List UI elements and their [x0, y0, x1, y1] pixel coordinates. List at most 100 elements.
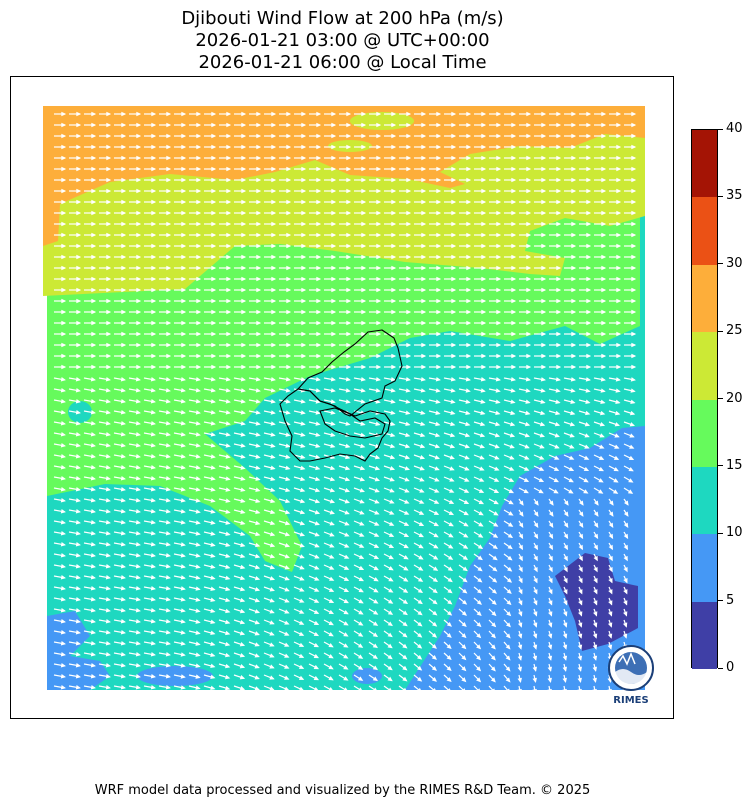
wind-arrow-head	[331, 133, 337, 139]
wind-arrow-head	[151, 254, 157, 260]
wind-arrow-head	[491, 622, 497, 628]
wind-arrow-head	[331, 309, 337, 315]
wind-arrow-head	[346, 309, 352, 315]
wind-arrow-head	[196, 210, 202, 216]
wind-arrow-head	[105, 410, 111, 415]
wind-arrow-head	[300, 443, 306, 448]
wind-arrow-head	[391, 265, 397, 271]
wind-arrow-head	[121, 133, 127, 139]
wind-arrow-head	[571, 320, 577, 326]
wind-arrow-head	[361, 188, 367, 194]
wind-arrow-head	[165, 377, 171, 382]
wind-arrow-head	[556, 342, 562, 348]
wind-arrow-head	[476, 644, 482, 650]
wind-arrow-head	[586, 177, 592, 183]
wind-arrow-head	[165, 575, 171, 580]
wind-arrow-head	[479, 477, 485, 482]
wind-arrow-head	[476, 622, 482, 628]
wind-arrow-head	[421, 133, 427, 139]
wind-arrow-head	[271, 243, 277, 249]
wind-arrow-head	[328, 632, 334, 637]
wind-arrow-head	[314, 532, 320, 537]
wind-arrow-head	[76, 210, 82, 216]
wind-arrow-head	[76, 111, 82, 117]
wind-arrow-head	[270, 476, 276, 482]
wind-arrow-head	[376, 122, 382, 128]
wind-arrow-head	[226, 144, 232, 150]
wind-arrow-head	[359, 488, 365, 493]
wind-arrow-head	[361, 342, 367, 348]
wind-arrow-head	[389, 488, 395, 493]
wind-arrow-head	[60, 674, 66, 679]
wind-arrow-head	[284, 576, 290, 581]
wind-arrow-head	[451, 331, 457, 337]
wind-arrow-head	[631, 232, 637, 238]
wind-arrow-head	[361, 243, 367, 249]
wind-arrow-head	[418, 544, 424, 549]
wind-arrow-head	[271, 155, 277, 161]
wind-arrow-head	[241, 265, 247, 271]
wind-arrow-head	[299, 543, 305, 548]
wind-arrow-head	[270, 399, 276, 404]
wind-arrow-head	[601, 353, 607, 359]
wind-arrow-head	[60, 410, 66, 415]
wind-arrow-head	[623, 589, 628, 595]
wind-arrow-head	[286, 364, 292, 370]
wind-arrow-head	[255, 542, 261, 548]
wind-arrow-head	[548, 600, 553, 606]
wind-arrow-head	[406, 122, 412, 128]
wind-arrow-head	[526, 265, 532, 271]
wind-arrow-head	[316, 188, 322, 194]
wind-arrow-head	[421, 342, 427, 348]
wind-arrow-head	[196, 111, 202, 117]
wind-arrow-head	[211, 133, 217, 139]
wind-arrow-head	[211, 199, 217, 205]
wind-arrow-head	[181, 320, 187, 326]
wind-arrow-head	[418, 510, 425, 515]
wind-arrow-head	[622, 633, 628, 639]
wind-arrow-head	[541, 309, 547, 315]
wind-arrow-head	[511, 298, 517, 304]
wind-arrow-head	[315, 421, 321, 426]
wind-arrow-head	[577, 622, 583, 628]
wind-arrow-head	[136, 265, 142, 271]
wind-arrow-head	[616, 111, 622, 117]
wind-arrow-head	[61, 221, 67, 227]
wind-arrow-head	[151, 199, 157, 205]
wind-arrow-head	[345, 377, 351, 382]
wind-arrow-head	[75, 509, 81, 514]
wind-arrow-head	[135, 421, 141, 426]
wind-arrow-head	[466, 320, 472, 326]
wind-arrow-head	[346, 210, 352, 216]
wind-arrow-head	[299, 565, 305, 570]
wind-arrow-head	[571, 133, 577, 139]
wind-arrow-head	[61, 111, 67, 117]
wind-arrow-head	[256, 177, 262, 183]
wind-arrow-head	[90, 652, 96, 657]
wind-arrow-head	[586, 254, 592, 260]
wind-arrow-head	[136, 342, 142, 348]
wind-arrow-head	[526, 298, 532, 304]
wind-arrow-head	[76, 243, 82, 249]
wind-arrow-head	[61, 177, 67, 183]
wind-arrow-head	[432, 566, 439, 571]
wind-arrow-head	[105, 608, 111, 613]
wind-arrow-head	[345, 443, 351, 449]
wind-arrow-head	[269, 598, 275, 603]
wind-arrow-head	[90, 388, 96, 393]
wind-arrow-head	[374, 454, 381, 460]
wind-arrow-head	[532, 644, 538, 650]
wind-arrow-head	[301, 276, 307, 282]
wind-arrow-head	[510, 388, 516, 393]
wind-arrow-head	[556, 133, 562, 139]
wind-arrow-head	[120, 553, 126, 558]
wind-arrow-head	[135, 454, 141, 459]
wind-arrow-head	[496, 364, 502, 370]
wind-arrow-head	[372, 687, 379, 693]
wind-arrow-head	[298, 653, 305, 658]
wind-arrow-head	[436, 309, 442, 315]
wind-arrow-head	[195, 674, 201, 679]
wind-arrow-head	[466, 166, 472, 172]
wind-arrow-head	[346, 133, 352, 139]
wind-arrow-head	[616, 364, 622, 370]
